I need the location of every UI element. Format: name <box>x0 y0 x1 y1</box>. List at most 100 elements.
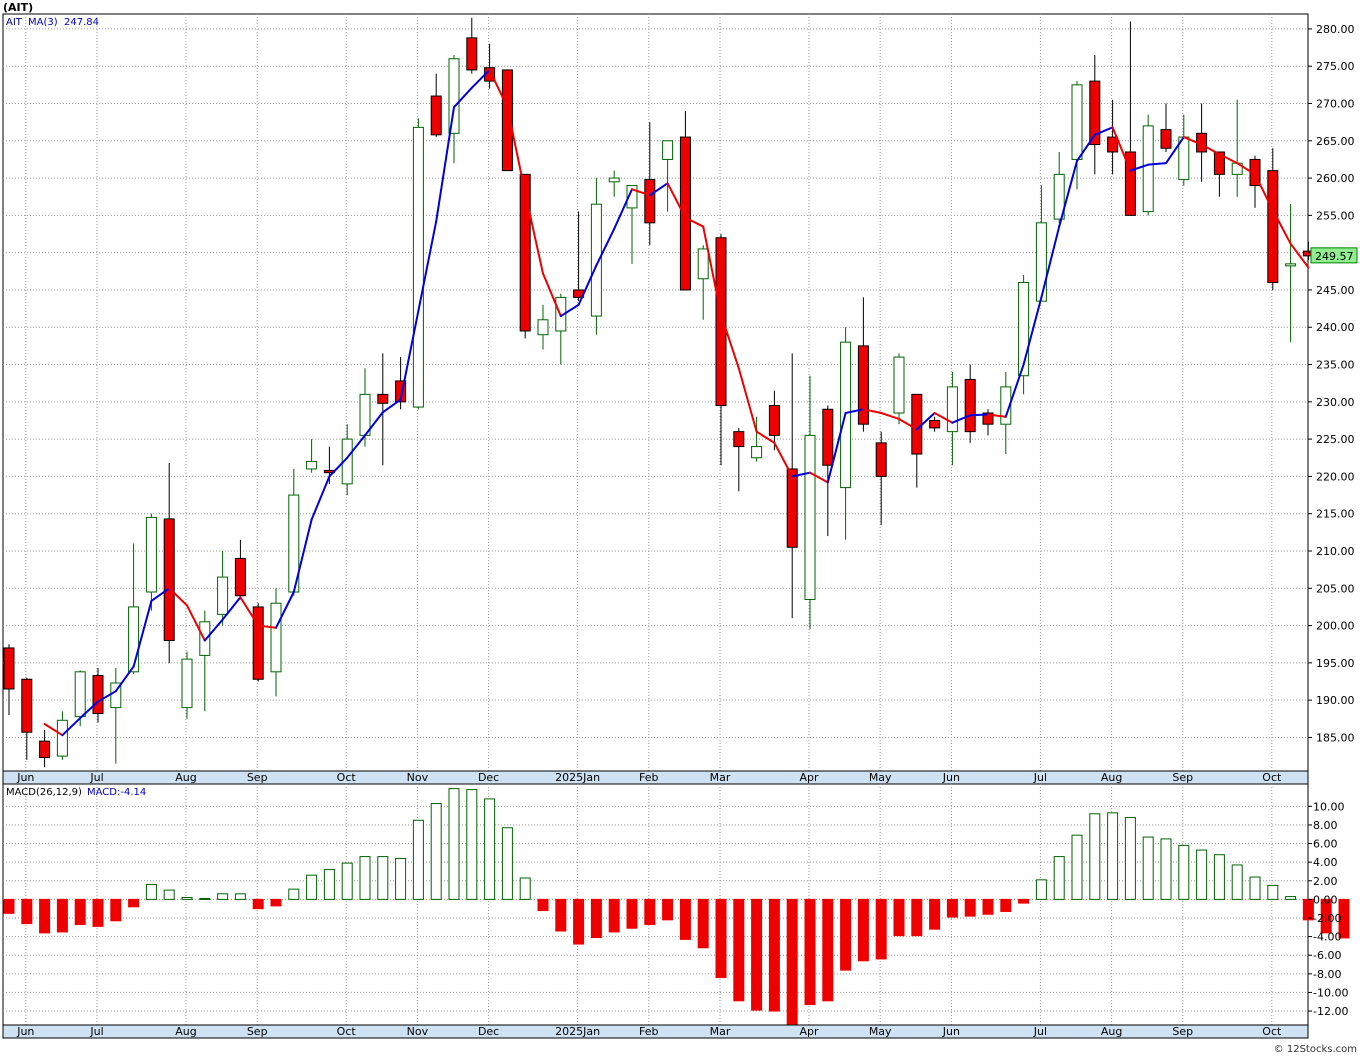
candle <box>786 353 798 619</box>
candle <box>1213 151 1225 197</box>
ma-segment <box>150 587 171 602</box>
macd-y-axis: -12.00 -10.00 -8.00 -6.00 -4.00 -2.00 0.00 2.00… <box>1308 800 1348 1018</box>
macd-bar <box>1267 884 1279 900</box>
x-tick-label: Feb <box>639 771 658 784</box>
candle <box>270 588 282 697</box>
ma-segment <box>1236 162 1256 176</box>
ma-segment <box>880 412 900 420</box>
candle-body <box>1213 151 1225 175</box>
candle <box>875 431 887 525</box>
macd-bar <box>110 898 122 922</box>
candle <box>697 245 709 320</box>
candle <box>590 178 602 335</box>
macd-bar <box>1231 864 1243 900</box>
candle <box>39 729 51 768</box>
x-tick-label: Jun <box>942 771 960 784</box>
x-tick-label: Aug <box>1101 1025 1122 1038</box>
ma-segment <box>292 518 313 594</box>
macd-bar <box>252 898 264 910</box>
macd-tick-label: 10.00 <box>1313 800 1345 813</box>
macd-bar <box>662 898 674 921</box>
macd-bar <box>234 893 246 900</box>
macd-bar <box>590 898 602 939</box>
price-tick-label: 230.00 <box>1316 396 1355 409</box>
candle-body <box>466 37 478 71</box>
x-tick-label: Oct <box>337 771 357 784</box>
ma-segment <box>168 587 188 607</box>
candle-body <box>964 378 976 433</box>
candle <box>1018 275 1030 395</box>
candle-body <box>395 380 407 403</box>
candle-body <box>92 675 104 715</box>
x-tick-label: Aug <box>1101 771 1122 784</box>
ma-label: MA(3) <box>28 17 58 28</box>
price-y-axis: 185.00 190.00 195.00 200.00 205.00 210.00 215.… <box>1308 23 1358 744</box>
price-x-axis: Jun Jul Aug Sep Oct Nov Dec 2025Jan Feb Mar Apr May… <box>16 771 1282 784</box>
chart-title: (AIT) <box>3 1 33 14</box>
price-tick-label: 260.00 <box>1316 172 1355 185</box>
macd-tick-label: -10.00 <box>1313 986 1348 999</box>
candle-body <box>1000 386 1012 425</box>
candle <box>1249 155 1261 208</box>
ma-segment <box>221 596 242 621</box>
ma-segment <box>470 68 491 89</box>
candle-body <box>822 408 834 466</box>
ma-segment <box>1147 162 1167 166</box>
macd-tick-label: 4.00 <box>1313 856 1338 869</box>
candle-body <box>537 319 549 336</box>
x-tick-label: Nov <box>407 1025 429 1038</box>
candle <box>1267 148 1279 290</box>
candle-body <box>341 438 353 485</box>
x-tick-label: Aug <box>175 771 196 784</box>
ma-segment <box>1058 159 1078 228</box>
macd-bar <box>217 893 229 900</box>
ma-segment <box>399 309 420 401</box>
macd-bar <box>448 788 460 900</box>
ma-segment <box>1111 126 1132 172</box>
ma-segment <box>684 216 705 228</box>
candle-body <box>751 446 763 459</box>
x-tick-label: Oct <box>1262 771 1282 784</box>
candle <box>430 73 442 138</box>
macd-bar <box>128 898 140 908</box>
candle-body <box>804 434 816 600</box>
candle-body <box>644 179 656 224</box>
last-price-label: 249.57 <box>1315 250 1354 263</box>
price-tick-label: 200.00 <box>1316 620 1355 633</box>
ma-segment <box>310 475 331 521</box>
candle-body <box>1071 84 1083 160</box>
ma-segment <box>1129 163 1150 172</box>
macd-bar <box>573 898 585 945</box>
ma-segment <box>1218 153 1239 165</box>
x-tick-label: Jun <box>942 1025 960 1038</box>
macd-bar <box>163 889 175 900</box>
macd-bar <box>1000 898 1012 912</box>
watermark: © 12Stocks.com <box>1274 1044 1357 1055</box>
macd-bar <box>555 898 567 932</box>
x-tick-label: Sep <box>1172 771 1193 784</box>
ma-segment <box>381 398 402 414</box>
price-tick-label: 235.00 <box>1316 359 1355 372</box>
candle-body <box>430 95 442 136</box>
macd-bar <box>911 898 923 937</box>
price-tick-label: 275.00 <box>1316 60 1355 73</box>
macd-bar <box>1178 844 1190 900</box>
candle-body <box>128 606 140 673</box>
macd-bar <box>964 898 976 917</box>
candle <box>537 304 549 350</box>
macd-bar <box>56 898 68 933</box>
candle <box>1053 151 1065 223</box>
macd-bars <box>3 788 1350 1025</box>
candle <box>608 170 620 197</box>
macd-bar <box>857 898 869 962</box>
candle-body <box>893 356 905 414</box>
macd-bar <box>1035 879 1047 900</box>
ma-segment <box>987 413 1007 418</box>
macd-bar <box>840 898 852 971</box>
ma-segment <box>542 272 562 318</box>
candle-body <box>501 69 513 172</box>
macd-bar <box>1302 898 1314 921</box>
macd-bar <box>751 898 763 1011</box>
macd-tick-label: -8.00 <box>1313 968 1341 981</box>
macd-bar <box>288 888 300 900</box>
